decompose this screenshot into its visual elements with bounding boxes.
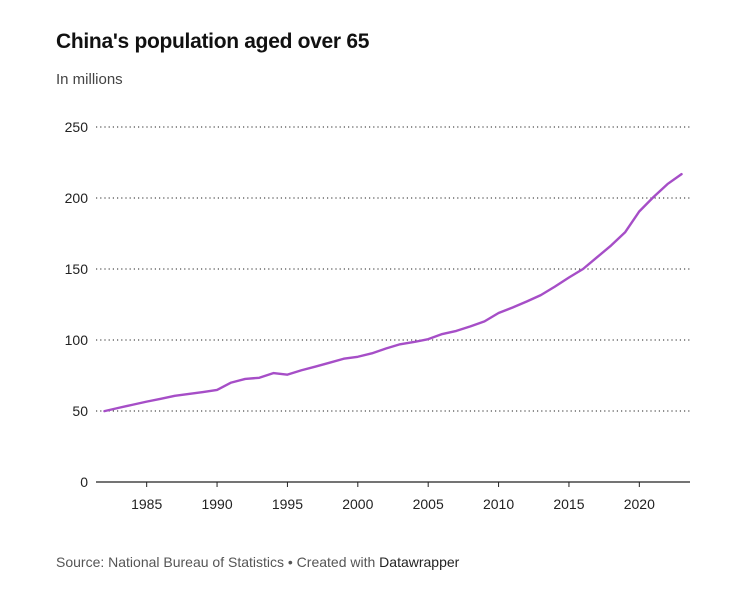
x-tick-label: 1990 — [201, 496, 232, 512]
y-tick-label: 200 — [65, 190, 89, 206]
x-tick-label: 1995 — [272, 496, 303, 512]
y-tick-label: 0 — [80, 474, 88, 490]
x-axis: 1985 1990 1995 2000 2005 2010 2015 2020 — [96, 481, 690, 512]
datawrapper-credit-link[interactable]: Datawrapper — [379, 554, 460, 570]
y-tick-label: 250 — [65, 119, 89, 135]
y-axis-tick-labels: 0 50 100 150 200 250 — [65, 119, 89, 490]
source-note: Source: National Bureau of Statistics • … — [56, 554, 380, 570]
x-tick-label: 1985 — [131, 496, 162, 512]
y-tick-label: 150 — [65, 261, 89, 277]
x-tick-label: 2005 — [413, 496, 444, 512]
x-tick-label: 2000 — [342, 496, 373, 512]
chart-subtitle: In millions — [56, 71, 123, 88]
series-line — [103, 172, 683, 413]
chart-title: China's population aged over 65 — [56, 30, 370, 53]
x-tick-label: 2020 — [624, 496, 655, 512]
chart-footer: Source: National Bureau of Statistics • … — [56, 554, 459, 570]
y-tick-label: 50 — [72, 403, 88, 419]
x-tick-label: 2015 — [553, 496, 584, 512]
y-tick-label: 100 — [65, 332, 89, 348]
gridlines — [96, 126, 690, 412]
x-tick-label: 2010 — [483, 496, 514, 512]
series-layer — [103, 172, 683, 413]
